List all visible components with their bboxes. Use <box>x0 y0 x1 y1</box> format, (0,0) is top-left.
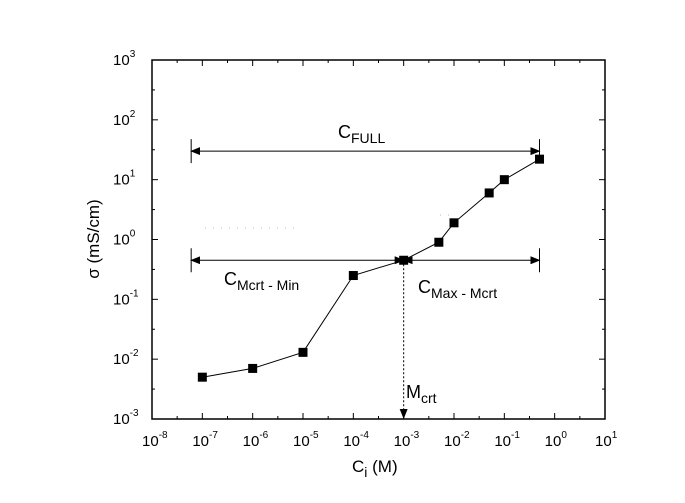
y-tick-label: 10-2 <box>113 348 139 368</box>
data-point <box>434 237 444 247</box>
data-series <box>197 154 545 382</box>
axis-ticks <box>151 59 606 420</box>
x-axis-title: Ci (M) <box>352 457 398 480</box>
y-tick-label: 101 <box>113 169 136 189</box>
y-axis-title: σ (mS/cm) <box>84 199 103 278</box>
faint-guides <box>205 214 455 229</box>
x-tick-label: 101 <box>595 430 618 450</box>
data-point <box>348 271 358 281</box>
series-line <box>202 158 540 378</box>
x-tick-label: 10-4 <box>343 430 369 450</box>
y-tick-label: 102 <box>113 109 136 129</box>
data-point <box>298 347 308 357</box>
x-tick-label: 10-7 <box>192 430 218 450</box>
y-tick-label: 10-3 <box>113 408 139 428</box>
x-tick-label: 10-3 <box>394 430 420 450</box>
series-markers <box>197 154 545 382</box>
data-point <box>484 188 494 198</box>
x-tick-label: 10-2 <box>444 430 470 450</box>
y-tick-label: 103 <box>113 49 136 69</box>
x-tick-label: 10-1 <box>494 430 520 450</box>
data-point <box>449 218 459 228</box>
y-tick-label: 10-1 <box>113 288 139 308</box>
annotations: CFULL CMcrt - Min CMax - Mcrt Mcrt <box>190 122 541 419</box>
data-point <box>535 154 545 164</box>
y-tick-label: 100 <box>113 229 136 249</box>
y-tick-labels: 10-3 10-2 10-1 100 101 102 103 <box>113 49 139 428</box>
x-tick-label: 10-6 <box>243 430 269 450</box>
x-tick-label: 10-5 <box>293 430 319 450</box>
plot-frame <box>151 59 606 420</box>
x-tick-label: 100 <box>545 430 568 450</box>
m-crt-label: Mcrt <box>406 382 437 406</box>
c-mcrt-min-label: CMcrt - Min <box>224 269 299 293</box>
data-point <box>399 255 409 265</box>
c-full-label: CFULL <box>338 122 385 146</box>
x-tick-labels: 10-8 10-7 10-6 10-5 10-4 10-3 10-2 10-1 100 101 <box>142 430 618 450</box>
x-tick-label: 10-8 <box>142 430 168 450</box>
data-point <box>248 363 258 373</box>
data-point <box>499 175 509 185</box>
data-point <box>197 372 207 382</box>
c-max-mcrt-label: CMax - Mcrt <box>418 277 497 301</box>
